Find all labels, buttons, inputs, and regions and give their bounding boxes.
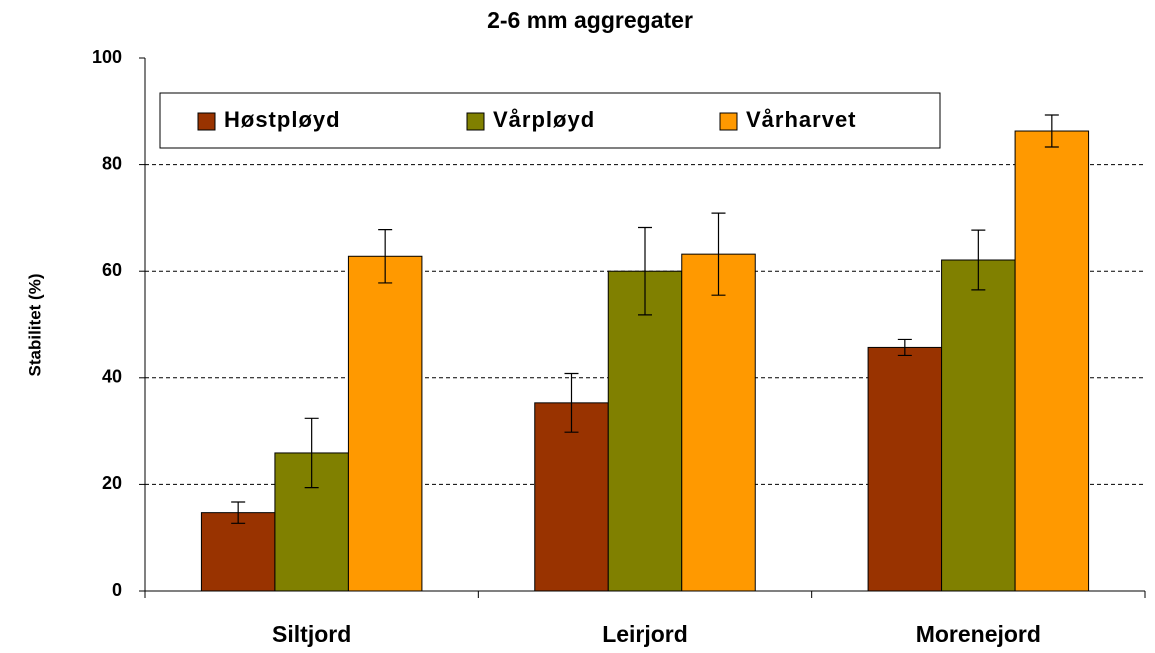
x-tick-label: Morenejord <box>916 621 1041 647</box>
y-tick-label: 100 <box>92 47 122 67</box>
error-bar <box>304 417 319 489</box>
error-bar <box>231 501 246 524</box>
bar <box>867 346 943 592</box>
legend-swatch <box>719 112 738 131</box>
x-tick-label: Siltjord <box>272 621 351 647</box>
error-bar <box>1044 114 1059 148</box>
error-bar <box>638 226 652 316</box>
legend-label: Vårpløyd <box>493 107 595 132</box>
y-axis-label: Stabilitet (%) <box>25 274 44 377</box>
y-tick-label: 0 <box>112 580 122 600</box>
error-bar <box>378 229 393 284</box>
legend-label: Høstpløyd <box>224 107 341 132</box>
chart-title: 2-6 mm aggregater <box>487 7 693 33</box>
error-bar <box>711 212 726 296</box>
legend-box <box>159 92 941 149</box>
bar <box>607 270 683 592</box>
legend-swatch <box>466 112 485 131</box>
bar <box>1014 130 1090 592</box>
y-tick-label: 40 <box>102 367 122 387</box>
y-tick-label: 20 <box>102 473 122 493</box>
y-tick-label: 80 <box>102 153 122 173</box>
error-bar <box>971 229 986 291</box>
legend-label: Vårharvet <box>746 107 857 132</box>
bar <box>200 512 276 592</box>
bar <box>941 259 1016 592</box>
bar <box>681 253 756 592</box>
x-tick-label: Leirjord <box>602 621 688 647</box>
y-tick-label: 60 <box>102 260 122 280</box>
error-bar <box>564 372 579 433</box>
bar <box>534 402 609 592</box>
error-bar <box>897 338 912 357</box>
bar <box>347 255 423 592</box>
legend-swatch <box>197 112 216 131</box>
